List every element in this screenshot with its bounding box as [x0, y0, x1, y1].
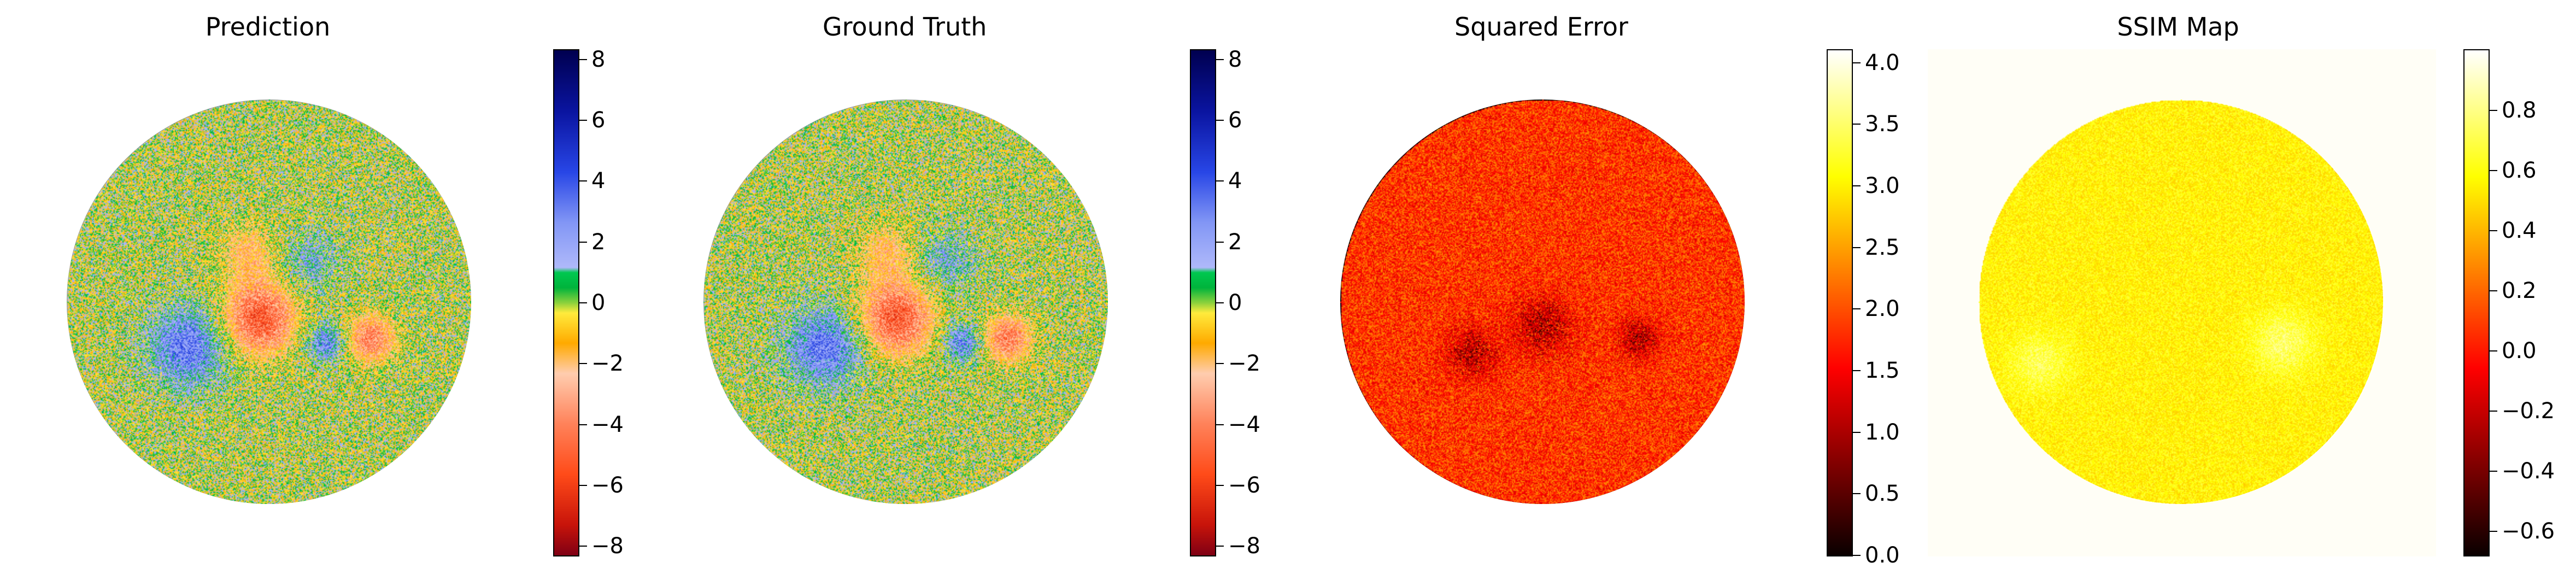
colorbar-tick-label: 2.5: [1865, 237, 1900, 259]
colorbar-tick-label: 1.5: [1865, 360, 1900, 382]
colorbar-tick-label: −0.6: [2502, 520, 2555, 542]
colorbar-prediction: [553, 49, 579, 556]
colorbar-tick-label: −4: [591, 414, 624, 436]
colorbar-tick-label: −2: [591, 353, 624, 374]
colorbar-tick: [1853, 493, 1861, 494]
colorbar-tick-label: 0.2: [2502, 280, 2537, 302]
colorbar-tick-label: 0.0: [1865, 544, 1900, 566]
colorbar-tick-label: 2: [591, 231, 605, 253]
colorbar-tick-label: 4: [1228, 170, 1242, 192]
colorbar-tick-label: −6: [1228, 474, 1260, 496]
colorbar-tick-label: 0: [591, 292, 605, 314]
colorbar-tick-label: 0: [1228, 292, 1242, 314]
colorbar-tick-label: −0.2: [2502, 400, 2555, 422]
colorbar-tick: [579, 242, 587, 243]
colorbar-tick: [2490, 471, 2497, 472]
colorbar-tick: [1216, 59, 1224, 60]
colorbar-tick: [2490, 290, 2497, 291]
disk-ssim-map: [1979, 99, 2383, 504]
colorbar-tick-label: −2: [1228, 353, 1260, 374]
colorbar-tick: [2490, 110, 2497, 111]
colorbar-tick: [1853, 432, 1861, 433]
colorbar-tick: [1853, 370, 1861, 371]
title-ground-truth: Ground Truth: [823, 12, 987, 42]
colorbar-tick: [1216, 242, 1224, 243]
colorbar-tick-label: 4.0: [1865, 52, 1900, 74]
colorbar-tick-label: −8: [1228, 535, 1260, 557]
title-prediction: Prediction: [186, 12, 350, 42]
colorbar-tick: [579, 546, 587, 547]
colorbar-tick: [2490, 350, 2497, 351]
colorbar-tick: [2490, 531, 2497, 532]
disk-ground-truth: [703, 99, 1108, 504]
colorbar-tick: [1853, 308, 1861, 309]
colorbar-tick-label: 2: [1228, 231, 1242, 253]
colorbar-tick: [1216, 363, 1224, 364]
colorbar-tick: [2490, 170, 2497, 171]
colorbar-tick: [1216, 546, 1224, 547]
title-squared-error: Squared Error: [1432, 12, 1651, 42]
colorbar-tick-label: 0.0: [2502, 340, 2537, 362]
disk-prediction: [67, 99, 471, 504]
colorbar-tick-label: 2.0: [1865, 298, 1900, 320]
colorbar-tick: [2490, 411, 2497, 412]
colorbar-tick-label: 0.8: [2502, 99, 2537, 121]
colorbar-tick: [1216, 302, 1224, 303]
title-ssim-map: SSIM Map: [2096, 12, 2260, 42]
colorbar-tick-label: 8: [591, 49, 605, 71]
colorbar-tick-label: 4: [591, 170, 605, 192]
colorbar-tick-label: 0.6: [2502, 160, 2537, 181]
colorbar-tick-label: 3.5: [1865, 113, 1900, 135]
colorbar-tick-label: −4: [1228, 414, 1260, 436]
colorbar-tick: [579, 363, 587, 364]
colorbar-tick: [1216, 485, 1224, 486]
colorbar-tick-label: −8: [591, 535, 624, 557]
colorbar-tick-label: 3.0: [1865, 175, 1900, 197]
disk-squared-error: [1340, 99, 1745, 504]
colorbar-tick: [579, 424, 587, 425]
colorbar-tick: [579, 120, 587, 121]
colorbar-tick: [1853, 185, 1861, 186]
colorbar-tick-label: −6: [591, 474, 624, 496]
colorbar-tick: [1853, 62, 1861, 63]
colorbar-tick: [1853, 555, 1861, 556]
colorbar-tick-label: 0.4: [2502, 220, 2537, 242]
colorbar-tick: [1853, 124, 1861, 125]
colorbar-tick-label: 1.0: [1865, 421, 1900, 443]
colorbar-ground-truth: [1190, 49, 1216, 556]
colorbar-tick-label: 8: [1228, 49, 1242, 71]
colorbar-tick: [579, 59, 587, 60]
colorbar-tick: [579, 180, 587, 181]
colorbar-tick: [579, 302, 587, 303]
colorbar-tick: [1216, 120, 1224, 121]
colorbar-tick-label: 6: [591, 109, 605, 131]
colorbar-tick: [1216, 180, 1224, 181]
colorbar-tick-label: −0.4: [2502, 460, 2555, 482]
colorbar-tick: [579, 485, 587, 486]
colorbar-tick: [2490, 230, 2497, 231]
colorbar-ssim-map: [2463, 49, 2490, 556]
colorbar-tick-label: 6: [1228, 109, 1242, 131]
colorbar-squared-error: [1827, 49, 1853, 556]
colorbar-tick: [1216, 424, 1224, 425]
colorbar-tick: [1853, 247, 1861, 248]
colorbar-tick-label: 0.5: [1865, 483, 1900, 505]
